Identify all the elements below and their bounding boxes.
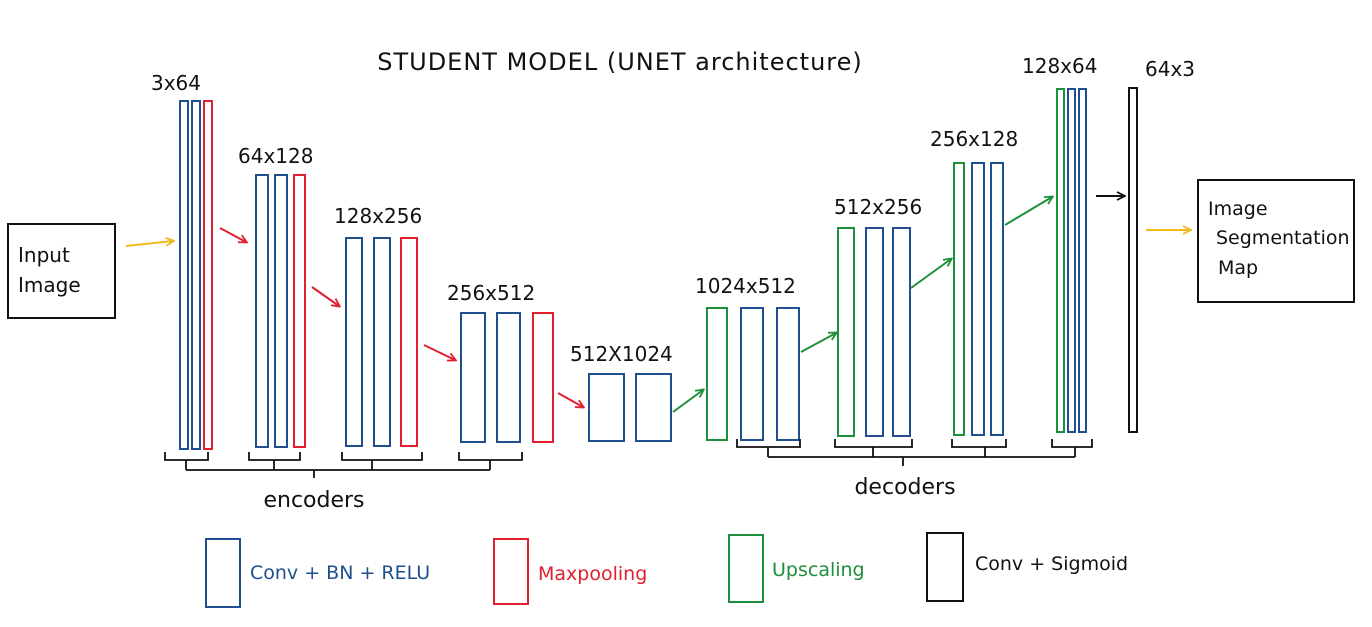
- upscale-arrow: [910, 259, 951, 289]
- conv-block: [1067, 88, 1076, 433]
- maxpool-arrow: [311, 286, 339, 306]
- decoders-label: decoders: [854, 475, 955, 500]
- upscale-block: [953, 162, 965, 436]
- upscale-block: [837, 227, 855, 437]
- maxpool-arrow: [219, 227, 246, 242]
- conv-block: [892, 227, 911, 437]
- conv-block: [255, 174, 269, 448]
- legend-swatch-sigmoid: [926, 532, 964, 602]
- upscale-arrow: [800, 333, 836, 353]
- legend-swatch-conv: [205, 538, 241, 608]
- output-map-label: Image Segmentation Map: [1208, 198, 1356, 279]
- maxpool-arrow: [423, 344, 455, 360]
- conv-block: [971, 162, 985, 436]
- legend-swatch-upscale: [728, 534, 764, 603]
- conv-block: [776, 307, 800, 441]
- conv-block: [588, 373, 625, 442]
- input-arrow: [125, 241, 173, 247]
- input-image-box: [7, 223, 116, 319]
- conv-block: [990, 162, 1004, 436]
- upscale-block: [706, 307, 728, 441]
- stage-dims-label: 512x256: [834, 195, 922, 219]
- stage-dims-label: 1024x512: [695, 274, 796, 298]
- output-map-box: [1197, 179, 1355, 303]
- maxpool-arrow: [557, 392, 583, 407]
- conv-block: [345, 237, 363, 447]
- conv-block: [179, 100, 189, 450]
- stage-dims-label: 64x128: [238, 144, 313, 168]
- stage-dims-label: 128x256: [334, 204, 422, 228]
- sigmoid-block: [1128, 87, 1138, 433]
- decoders-brace: [736, 439, 1093, 466]
- stage-dims-label: 128x64: [1022, 54, 1097, 78]
- conv-block: [191, 100, 201, 450]
- conv-block: [460, 312, 486, 443]
- upscale-block: [1056, 88, 1065, 433]
- legend: Conv + BN + RELU Maxpooling Upscaling Co…: [205, 532, 1128, 608]
- conv-block: [635, 373, 672, 442]
- maxpool-block: [203, 100, 213, 450]
- maxpool-block: [532, 312, 554, 443]
- diagram-title: STUDENT MODEL (UNET architecture): [377, 48, 863, 76]
- upscale-arrow: [1004, 197, 1052, 226]
- stage-dims-label: 256x512: [447, 281, 535, 305]
- upscale-arrow: [672, 390, 703, 413]
- conv-block: [1078, 88, 1087, 433]
- conv-block: [274, 174, 288, 448]
- encoders-brace: [164, 452, 523, 478]
- input-image-label: Input Image: [18, 243, 81, 297]
- stage-dims-label: 3x64: [151, 71, 201, 95]
- maxpool-block: [400, 237, 418, 447]
- conv-block: [740, 307, 764, 441]
- conv-block: [496, 312, 521, 443]
- stage-dims-label: 256x128: [930, 127, 1018, 151]
- legend-label-conv: Conv + BN + RELU: [250, 562, 430, 584]
- stage-dims-label: 512X1024: [570, 342, 673, 366]
- encoders-label: encoders: [263, 488, 364, 513]
- conv-block: [865, 227, 884, 437]
- legend-swatch-maxpool: [493, 538, 529, 605]
- legend-label-upscale: Upscaling: [772, 559, 865, 581]
- legend-label-sigmoid: Conv + Sigmoid: [975, 553, 1128, 575]
- legend-label-maxpool: Maxpooling: [538, 563, 647, 585]
- maxpool-block: [293, 174, 306, 448]
- conv-block: [373, 237, 391, 447]
- stage-dims-label: 64x3: [1145, 57, 1195, 81]
